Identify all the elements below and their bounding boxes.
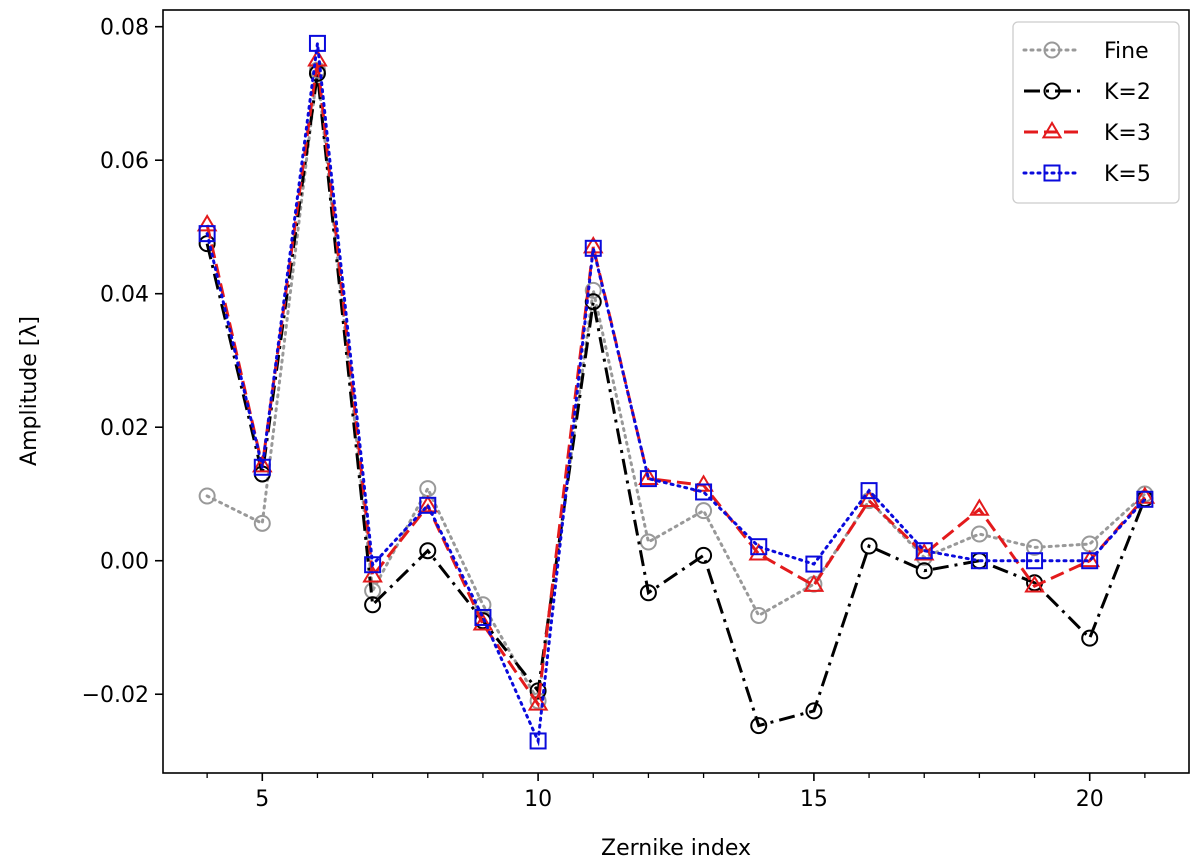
series-line-fine [205,69,1147,706]
data-point-k2 [915,562,933,580]
y-tick-label: 0.02 [100,416,149,441]
data-point-k2 [805,702,823,720]
data-point-k5 [695,483,713,501]
legend-swatch-marker [1043,82,1061,100]
data-point-k3 [196,213,218,232]
data-point-k5 [584,239,602,257]
series-fine [198,61,1154,710]
data-point-k5 [253,458,271,476]
data-point-k5 [639,470,657,488]
y-tick-label: −0.02 [82,683,149,708]
data-point-k5 [474,608,492,626]
legend-entry-k3: K=3 [1024,121,1151,146]
y-tick-label: 0.00 [100,550,149,575]
data-point-k5 [970,552,988,570]
data-point-k2 [529,682,547,700]
legend-entry-k5: K=5 [1022,162,1151,187]
data-point-k5 [1081,552,1099,570]
data-point-fine [253,514,271,532]
y-tick-label: 0.06 [100,149,149,174]
data-point-k3 [251,454,273,473]
data-point-k3 [1134,486,1156,504]
data-point-k5 [308,34,326,52]
legend-label: Fine [1104,39,1149,64]
data-point-k3 [969,498,990,516]
legend-entry-k2: K=2 [1024,80,1151,105]
legend-label: K=5 [1104,162,1151,187]
data-point-k5 [1136,490,1154,508]
data-point-fine [474,596,492,614]
data-point-k3 [638,467,659,486]
data-point-k2 [860,537,878,555]
data-point-k2 [695,546,713,564]
x-tick-label: 10 [524,787,552,812]
legend-swatch-marker [1043,164,1061,182]
data-point-k3 [362,565,383,583]
data-point-k3 [417,495,439,513]
series-line-k5 [205,43,1147,747]
data-point-k5 [915,542,933,560]
data-point-k5 [1026,552,1044,570]
x-axis-label: Zernike index [601,836,751,861]
data-point-fine [639,533,657,551]
legend-box [1012,21,1180,204]
data-point-k3 [1024,575,1045,593]
data-point-k3 [1079,549,1101,568]
data-point-fine [750,606,768,624]
data-point-fine [584,281,602,299]
series-layer [196,34,1156,750]
y-tick-label: 0.08 [100,16,149,41]
data-point-k3 [913,543,935,561]
series-line-k3 [205,59,1147,709]
legend-entry-fine: Fine [1022,39,1149,64]
data-point-fine [1026,538,1044,556]
data-point-k5 [529,732,547,750]
data-point-k5 [750,538,768,556]
data-point-fine [970,525,988,543]
data-point-k2 [364,596,382,614]
series-line-k2 [205,73,1147,728]
data-point-fine [198,487,216,505]
series-k2 [198,64,1154,735]
data-point-k2 [639,584,657,602]
x-tick-label: 5 [255,787,269,812]
y-axis-label: Amplitude [λ] [17,316,42,466]
x-tick-label: 20 [1076,787,1104,812]
legend-swatch-marker [1043,41,1061,59]
data-point-k3 [307,49,328,67]
legend-entries: Fine K=2 K=3 K=5 [1022,39,1151,187]
data-point-k5 [364,556,382,574]
legend: Fine K=2 K=3 K=5 [1012,21,1180,204]
y-tick-label: 0.04 [100,283,149,308]
data-point-k2 [419,542,437,560]
series-k5 [198,34,1154,750]
data-point-k2 [750,717,768,735]
ticks-layer: 5 10 15 20 −0.02 0.00 0.02 0.04 0.06 0.08 [82,16,1146,812]
legend-label: K=3 [1104,121,1151,146]
data-point-k3 [748,543,770,561]
x-tick-label: 15 [800,787,828,812]
data-point-fine [695,502,713,520]
data-point-k2 [1081,629,1099,647]
data-point-k5 [860,482,878,500]
legend-swatch-marker [1041,121,1063,139]
legend-label: K=2 [1104,80,1151,105]
data-point-k3 [472,613,494,631]
data-point-k5 [198,225,216,243]
series-k3 [196,49,1156,711]
data-point-k2 [584,293,602,311]
data-point-k5 [805,555,823,573]
data-point-k5 [419,496,437,514]
data-point-k3 [803,574,825,592]
data-point-k3 [527,693,549,711]
plot-frame [162,9,1190,774]
